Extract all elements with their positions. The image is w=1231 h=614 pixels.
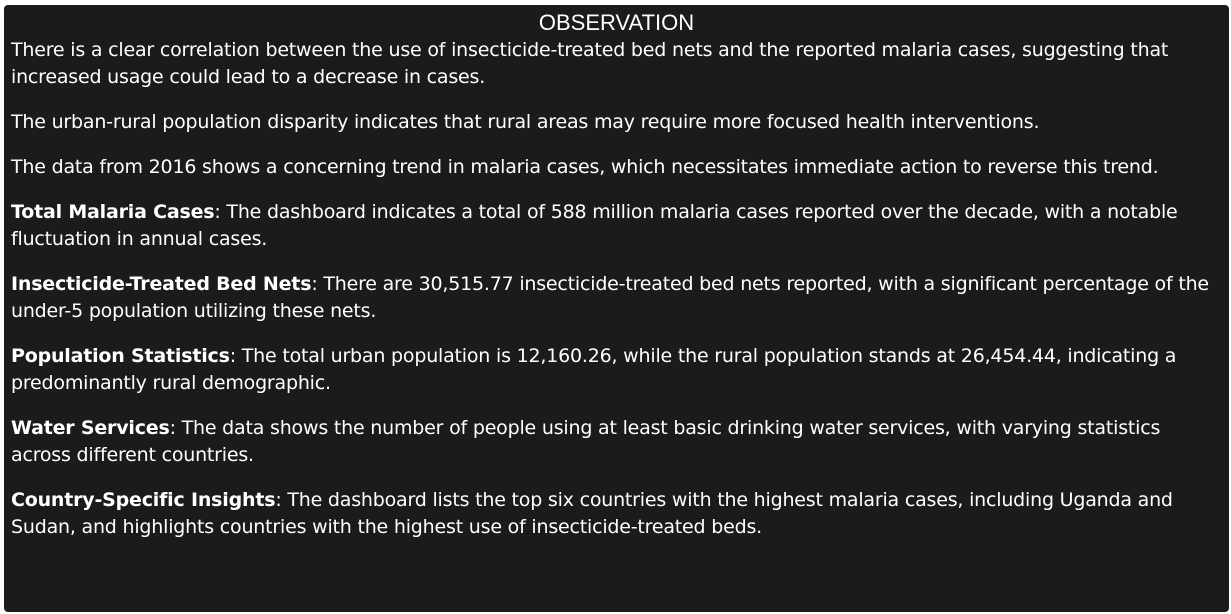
observation-paragraph: Population Statistics: The total urban p… [11,343,1223,397]
panel-title: OBSERVATION [538,10,695,35]
observation-paragraph: Water Services: The data shows the numbe… [11,415,1223,469]
paragraph-heading: Population Statistics [11,345,230,367]
paragraph-text: : There are 30,515.77 insecticide-treate… [11,273,1209,322]
observation-panel: OBSERVATION There is a clear correlation… [4,5,1229,612]
paragraph-heading: Country-Specific Insights [11,489,276,511]
paragraph-text: : The dashboard indicates a total of 588… [11,201,1178,250]
observation-paragraph: The data from 2016 shows a concerning tr… [11,154,1223,181]
observation-text: There is a clear correlation between the… [4,37,1229,541]
paragraph-text: : The total urban population is 12,160.2… [11,345,1177,394]
paragraph-text: : The dashboard lists the top six countr… [11,489,1173,538]
observation-paragraph: There is a clear correlation between the… [11,37,1223,91]
observation-paragraph: Country-Specific Insights: The dashboard… [11,487,1223,541]
observation-paragraph: The urban-rural population disparity ind… [11,109,1223,136]
paragraph-heading: Water Services [11,417,170,439]
paragraph-text: The urban-rural population disparity ind… [11,111,1040,133]
observation-paragraph: Insecticide-Treated Bed Nets: There are … [11,271,1223,325]
paragraph-text: There is a clear correlation between the… [11,39,1169,88]
paragraph-heading: Insecticide-Treated Bed Nets [11,273,312,295]
paragraph-heading: Total Malaria Cases [11,201,215,223]
paragraph-text: : The data shows the number of people us… [11,417,1161,466]
observation-paragraph: Total Malaria Cases: The dashboard indic… [11,199,1223,253]
paragraph-text: The data from 2016 shows a concerning tr… [11,156,1159,178]
